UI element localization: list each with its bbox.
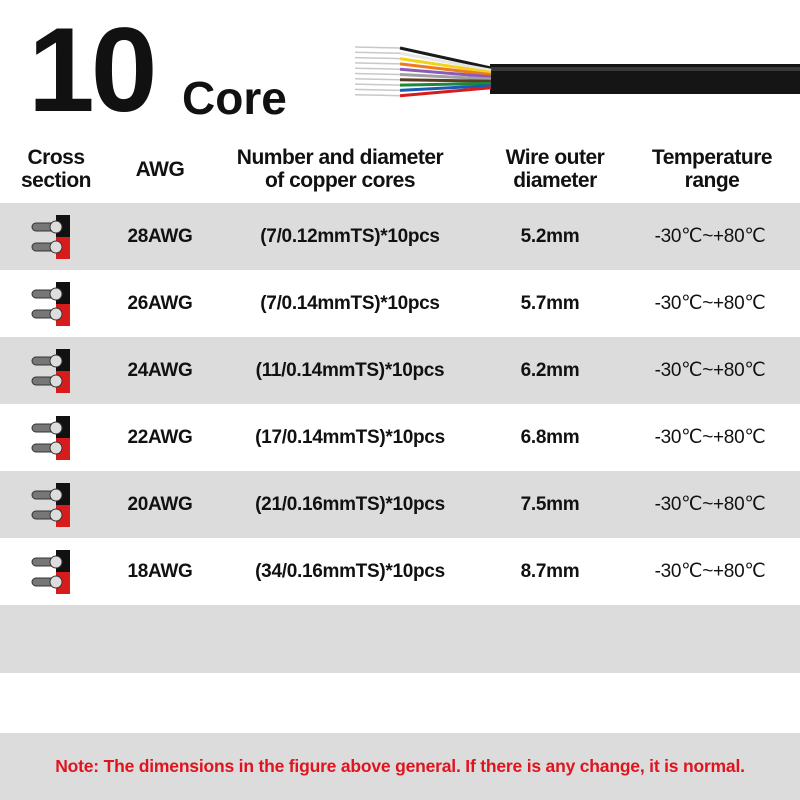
- copper-strand: [355, 62, 401, 65]
- cores-cell: (34/0.16mmTS)*10pcs: [255, 561, 445, 582]
- header-text: Temperature: [651, 146, 773, 169]
- header-outer-diameter: Wire outer diameter: [485, 146, 625, 192]
- table-row: 22AWG (17/0.14mmTS)*10pcs 6.8mm -30℃~+80℃: [0, 404, 800, 471]
- core-wire: [399, 67, 492, 79]
- table-row: 24AWG (11/0.14mmTS)*10pcs 6.2mm -30℃~+80℃: [0, 337, 800, 404]
- header-cross-section: Cross section: [10, 146, 102, 192]
- copper-strand: [355, 46, 401, 49]
- temperature-cell: -30℃~+80℃: [654, 293, 766, 314]
- core-wire: [399, 51, 492, 72]
- temperature-cell: -30℃~+80℃: [654, 427, 766, 448]
- note-bar: [0, 733, 800, 800]
- copper-strand: [355, 56, 401, 60]
- core-wire: [399, 81, 492, 87]
- awg-cell: 26AWG: [127, 293, 193, 314]
- header-text: diameter: [513, 169, 597, 192]
- diameter-cell: 8.7mm: [520, 561, 580, 582]
- copper-strand: [355, 72, 401, 76]
- core-wire: [399, 73, 492, 81]
- diameter-cell: 6.8mm: [520, 427, 580, 448]
- diameter-cell: 6.2mm: [520, 360, 580, 381]
- copper-strand: [355, 83, 401, 86]
- temperature-cell: -30℃~+80℃: [654, 360, 766, 381]
- cores-cell: (11/0.14mmTS)*10pcs: [255, 360, 445, 381]
- table-row: 26AWG (7/0.14mmTS)*10pcs 5.7mm -30℃~+80℃: [0, 270, 800, 337]
- core-wire: [399, 86, 492, 98]
- awg-cell: 24AWG: [127, 360, 193, 381]
- header-text: Number and diameter: [236, 146, 444, 169]
- table-row: 18AWG (34/0.16mmTS)*10pcs 8.7mm -30℃~+80℃: [0, 538, 800, 605]
- header-cores: Number and diameter of copper cores: [205, 146, 475, 192]
- diameter-cell: 5.7mm: [520, 293, 580, 314]
- cross-section-icon: [31, 215, 70, 259]
- table-row: 20AWG (21/0.16mmTS)*10pcs 7.5mm -30℃~+80℃: [0, 471, 800, 538]
- cross-section-icon: [31, 282, 70, 326]
- cores-cell: (17/0.14mmTS)*10pcs: [255, 427, 445, 448]
- awg-cell: 20AWG: [127, 494, 193, 515]
- copper-strand: [355, 67, 401, 70]
- cores-cell: (7/0.14mmTS)*10pcs: [260, 293, 440, 314]
- awg-cell: 22AWG: [127, 427, 193, 448]
- core-wire: [399, 46, 492, 70]
- title-number: 10: [28, 3, 157, 137]
- cross-section-icon: [31, 349, 70, 393]
- cable-illustration: [355, 46, 800, 98]
- temperature-cell: -30℃~+80℃: [654, 561, 766, 582]
- header-text: Cross: [27, 146, 85, 169]
- header-text: Wire outer: [505, 146, 605, 169]
- awg-cell: 28AWG: [127, 226, 193, 247]
- copper-strand: [355, 93, 401, 97]
- core-wire: [399, 84, 492, 92]
- note-text: Note: The dimensions in the figure above…: [55, 756, 745, 776]
- header-text: of copper cores: [264, 169, 416, 192]
- header-awg: AWG: [135, 158, 185, 181]
- diameter-cell: 5.2mm: [520, 226, 580, 247]
- core-wire: [399, 78, 492, 83]
- cores-cell: (21/0.16mmTS)*10pcs: [255, 494, 445, 515]
- table-row: 28AWG (7/0.12mmTS)*10pcs 5.2mm -30℃~+80℃: [0, 203, 800, 270]
- header-text: range: [684, 169, 740, 192]
- header-temperature: Temperature range: [632, 146, 792, 192]
- copper-strand: [355, 51, 401, 55]
- header-text: section: [20, 169, 92, 192]
- cross-section-icon: [31, 483, 70, 527]
- temperature-cell: -30℃~+80℃: [654, 494, 766, 515]
- diameter-cell: 7.5mm: [520, 494, 580, 515]
- cross-section-icon: [31, 550, 70, 594]
- cores-cell: (7/0.12mmTS)*10pcs: [260, 226, 440, 247]
- copper-strand: [355, 78, 401, 81]
- temperature-cell: -30℃~+80℃: [654, 226, 766, 247]
- cross-section-icon: [31, 416, 70, 460]
- awg-cell: 18AWG: [127, 561, 193, 582]
- empty-row: [0, 605, 800, 673]
- title-word: Core: [182, 72, 287, 124]
- copper-strand: [355, 88, 401, 92]
- core-wire: [399, 62, 492, 77]
- core-wire: [399, 57, 492, 74]
